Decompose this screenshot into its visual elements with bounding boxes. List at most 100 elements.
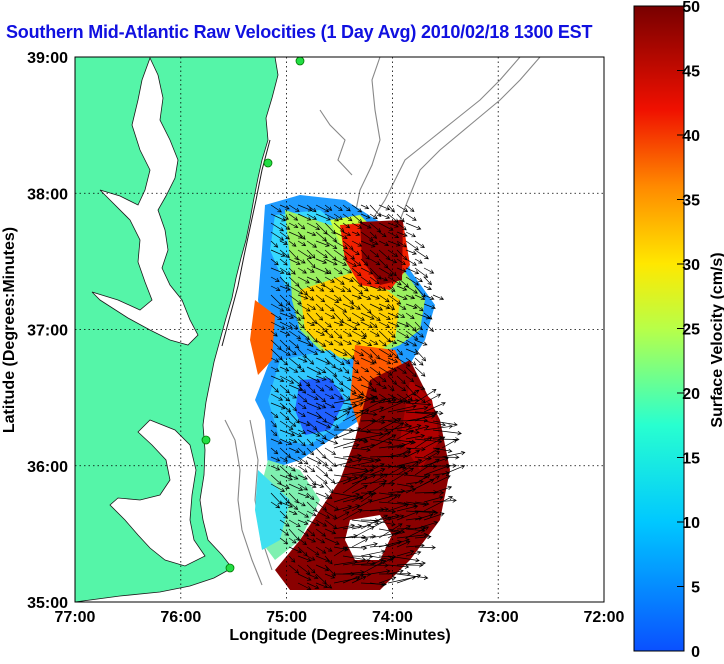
x-tick-label: 72:00	[584, 609, 625, 626]
velocity-arrow	[306, 582, 320, 589]
velocity-arrow	[297, 393, 308, 403]
velocity-arrow	[351, 561, 377, 566]
velocity-arrow	[324, 258, 338, 266]
velocity-arrow	[297, 231, 306, 240]
velocity-arrow	[279, 411, 290, 421]
velocity-arrow	[396, 561, 426, 566]
velocity-arrow	[333, 427, 362, 440]
velocity-arrow	[315, 429, 327, 440]
velocity-arrow	[324, 582, 333, 589]
velocity-arrow	[270, 312, 283, 321]
velocity-arrow	[369, 339, 379, 345]
velocity-arrow	[369, 240, 379, 246]
velocity-arrow	[396, 330, 410, 339]
velocity-arrow	[378, 366, 393, 376]
velocity-arrow	[297, 429, 307, 434]
velocity-arrow	[306, 231, 317, 237]
velocity-arrow	[342, 504, 361, 512]
velocity-arrow	[324, 546, 333, 552]
velocity-arrow	[270, 438, 283, 445]
velocity-arrow	[342, 384, 357, 395]
velocity-arrow	[315, 339, 327, 347]
velocity-arrow	[414, 249, 429, 260]
velocity-arrow	[351, 285, 364, 295]
velocity-arrow	[351, 213, 363, 224]
velocity-arrow	[351, 303, 361, 310]
velocity-arrow	[396, 375, 406, 385]
velocity-arrow	[315, 375, 327, 381]
velocity-arrow	[297, 384, 307, 394]
velocity-arrow	[396, 285, 408, 291]
velocity-arrow	[315, 582, 329, 589]
velocity-arrow	[315, 213, 331, 221]
velocity-arrow	[306, 213, 317, 220]
velocity-arrow	[360, 479, 388, 485]
velocity-arrow	[378, 303, 391, 310]
velocity-arrow	[270, 393, 284, 401]
velocity-arrow	[360, 431, 392, 440]
velocity-arrow	[387, 384, 395, 392]
velocity-arrow	[387, 267, 397, 277]
velocity-arrow	[414, 424, 430, 431]
velocity-arrow	[306, 204, 317, 213]
velocity-arrow	[342, 222, 351, 229]
velocity-arrow	[432, 475, 451, 485]
velocity-arrow	[270, 465, 281, 471]
velocity-arrow	[297, 492, 310, 499]
velocity-arrow	[378, 231, 387, 238]
velocity-arrow	[270, 501, 281, 509]
velocity-arrow	[333, 438, 363, 449]
velocity-arrow	[387, 555, 420, 563]
velocity-arrow	[315, 231, 327, 242]
velocity-arrow	[270, 456, 281, 462]
velocity-arrow	[270, 303, 285, 312]
plot-frame	[74, 56, 605, 603]
velocity-arrow	[369, 507, 390, 512]
velocity-arrow	[324, 231, 338, 242]
velocity-arrow	[333, 375, 344, 386]
velocity-arrow	[342, 476, 368, 494]
velocity-arrow	[333, 249, 348, 260]
velocity-arrow	[315, 276, 326, 288]
x-tick-label: 75:00	[266, 609, 307, 626]
velocity-arrow	[297, 357, 308, 363]
velocity-arrow	[333, 285, 346, 292]
station-marker	[263, 158, 273, 168]
velocity-arrow	[396, 312, 406, 318]
velocity-arrow	[405, 526, 430, 539]
velocity-arrow	[351, 409, 370, 422]
velocity-arrow	[270, 204, 282, 213]
velocity-arrow	[351, 249, 360, 255]
velocity-arrow	[369, 531, 399, 539]
y-axis-label: Latitude (Degrees:Minutes)	[1, 227, 18, 433]
velocity-arrow	[333, 511, 350, 521]
velocity-arrow	[270, 420, 277, 428]
velocity-arrow	[342, 339, 352, 345]
velocity-arrow	[396, 510, 420, 521]
velocity-arrow	[432, 429, 462, 436]
velocity-arrow	[306, 393, 319, 401]
velocity-arrow	[297, 483, 309, 491]
velocity-arrow	[396, 461, 419, 476]
velocity-arrow	[405, 276, 420, 286]
velocity-arrow	[279, 483, 290, 489]
velocity-arrow	[306, 294, 315, 301]
velocity-arrow	[378, 339, 387, 347]
velocity-arrow	[369, 366, 382, 376]
velocity-arrow	[297, 402, 307, 410]
velocity-arrow	[351, 312, 365, 321]
velocity-arrow	[279, 438, 293, 445]
velocity-arrow	[423, 512, 445, 521]
velocity-arrow	[378, 399, 407, 413]
velocity-arrow	[297, 240, 307, 247]
velocity-arrow	[405, 543, 425, 548]
velocity-arrow	[405, 321, 417, 332]
velocity-arrow	[387, 528, 406, 534]
velocity-arrow	[378, 267, 393, 277]
velocity-arrow	[306, 429, 321, 437]
velocity-arrow	[306, 240, 317, 248]
velocity-arrow	[414, 276, 423, 283]
velocity-arrow	[333, 477, 352, 485]
velocity-arrow	[324, 438, 339, 445]
